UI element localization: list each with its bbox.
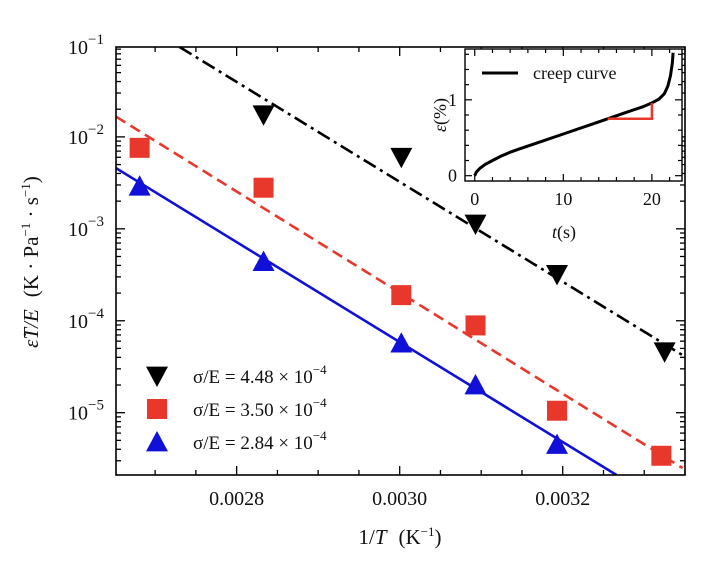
legend-entry: σ/E = 4.48 × 10−4 [146, 362, 327, 388]
legend-label-exponent: −4 [313, 362, 327, 377]
data-point [547, 400, 568, 421]
inset-x-tick-label: 20 [643, 189, 661, 209]
y-tick-exponent: −3 [88, 214, 104, 230]
data-point [464, 214, 487, 235]
inset-chart: 0 10 20 0 1 creep curve t(s) ε(%) [430, 48, 683, 243]
legend-label: σ/E = 4.48 × 10−4 [193, 362, 327, 388]
fit-line [178, 47, 685, 358]
y-axis-title-close: ) [19, 176, 43, 183]
plot-frame [115, 46, 686, 476]
legend: σ/E = 4.48 × 10−4σ/E = 3.50 × 10−4σ/E = … [146, 362, 327, 454]
y-tick-base: 10 [68, 403, 88, 425]
inset-x-title-var: t [552, 222, 558, 242]
data-point [546, 264, 569, 286]
legend-label-exponent: −4 [313, 428, 327, 443]
x-axis-title: 1/T (K−1) [358, 524, 441, 549]
data-point [464, 374, 487, 395]
x-tick-label: 0.0032 [535, 488, 590, 510]
data-point [128, 175, 151, 196]
data-markers [128, 105, 676, 466]
legend-marker [147, 399, 167, 419]
data-point [651, 445, 672, 466]
legend-marker [146, 431, 168, 452]
data-point [465, 315, 486, 336]
x-axis-title-pre: 1/ [358, 525, 375, 549]
inset-y-title-unit: (%) [430, 98, 451, 125]
data-point [653, 342, 676, 363]
y-tick-label: 10−3 [68, 214, 104, 241]
y-tick-label: 10−5 [68, 398, 104, 425]
x-axis-ticks: 0.0028 0.0030 0.0032 [154, 47, 686, 510]
inset-y-tick-label: 1 [448, 90, 457, 110]
y-axis-title-unit-b: · s [19, 197, 43, 223]
x-tick-label: 0.0028 [209, 488, 264, 510]
data-point [253, 177, 274, 198]
y-tick-base: 10 [68, 127, 88, 149]
legend-label: σ/E = 2.84 × 10−4 [193, 428, 327, 454]
slope-triangle [607, 102, 654, 121]
y-tick-base: 10 [68, 219, 88, 241]
y-tick-label: 10−1 [68, 32, 104, 59]
y-axis-title-var: ε̇T/E [19, 309, 43, 348]
legend-label-main: σ/E = 3.50 × 10 [193, 400, 313, 421]
y-axis-title-sup1: −1 [18, 223, 33, 237]
inset-x-title-unit: (s) [557, 222, 576, 243]
y-tick-exponent: −2 [88, 122, 104, 138]
y-tick-label: 10−2 [68, 122, 104, 149]
fit-line [116, 167, 618, 475]
x-axis-title-close: ) [435, 525, 442, 549]
inset-legend-label: creep curve [533, 63, 616, 83]
data-point [391, 285, 412, 306]
x-tick-label: 0.0030 [372, 488, 427, 510]
creep-curve-line [473, 52, 675, 177]
inset-y-axis-title: ε(%) [430, 98, 451, 132]
data-point [390, 147, 413, 169]
inset-x-axis-title: t(s) [552, 222, 576, 243]
data-point [252, 105, 275, 126]
y-axis-title: ε̇T/E(K · Pa−1 · s−1) [18, 176, 43, 348]
y-tick-base: 10 [68, 37, 88, 59]
legend-entry: σ/E = 3.50 × 10−4 [147, 395, 327, 421]
x-axis-title-var: T [375, 525, 388, 549]
x-axis-title-unit: (K [399, 525, 421, 549]
y-tick-exponent: −1 [88, 32, 104, 48]
legend-marker [146, 366, 168, 387]
y-axis-title-sup2: −1 [18, 183, 33, 197]
inset-frame [464, 48, 683, 182]
legend-label-exponent: −4 [313, 395, 327, 410]
y-tick-exponent: −5 [88, 398, 104, 414]
data-point [390, 332, 413, 353]
legend-label-main: σ/E = 2.84 × 10 [193, 433, 313, 454]
y-tick-label: 10−4 [68, 306, 104, 333]
inset-background [465, 49, 682, 181]
y-tick-base: 10 [68, 311, 88, 333]
inset-x-tick-label: 0 [470, 189, 479, 209]
data-point [129, 137, 150, 158]
inset-y-title-var: ε [430, 124, 450, 132]
legend-entry: σ/E = 2.84 × 10−4 [146, 428, 327, 454]
y-tick-exponent: −4 [88, 306, 104, 322]
legend-label-main: σ/E = 4.48 × 10 [193, 367, 313, 388]
legend-label: σ/E = 3.50 × 10−4 [193, 395, 327, 421]
y-axis-title-unit-a: (K · Pa [19, 236, 43, 297]
x-axis-title-sup: −1 [421, 524, 435, 539]
data-point [252, 250, 275, 271]
data-point [546, 433, 569, 454]
inset-y-tick-label: 0 [448, 166, 457, 186]
inset-x-tick-label: 10 [554, 189, 572, 209]
